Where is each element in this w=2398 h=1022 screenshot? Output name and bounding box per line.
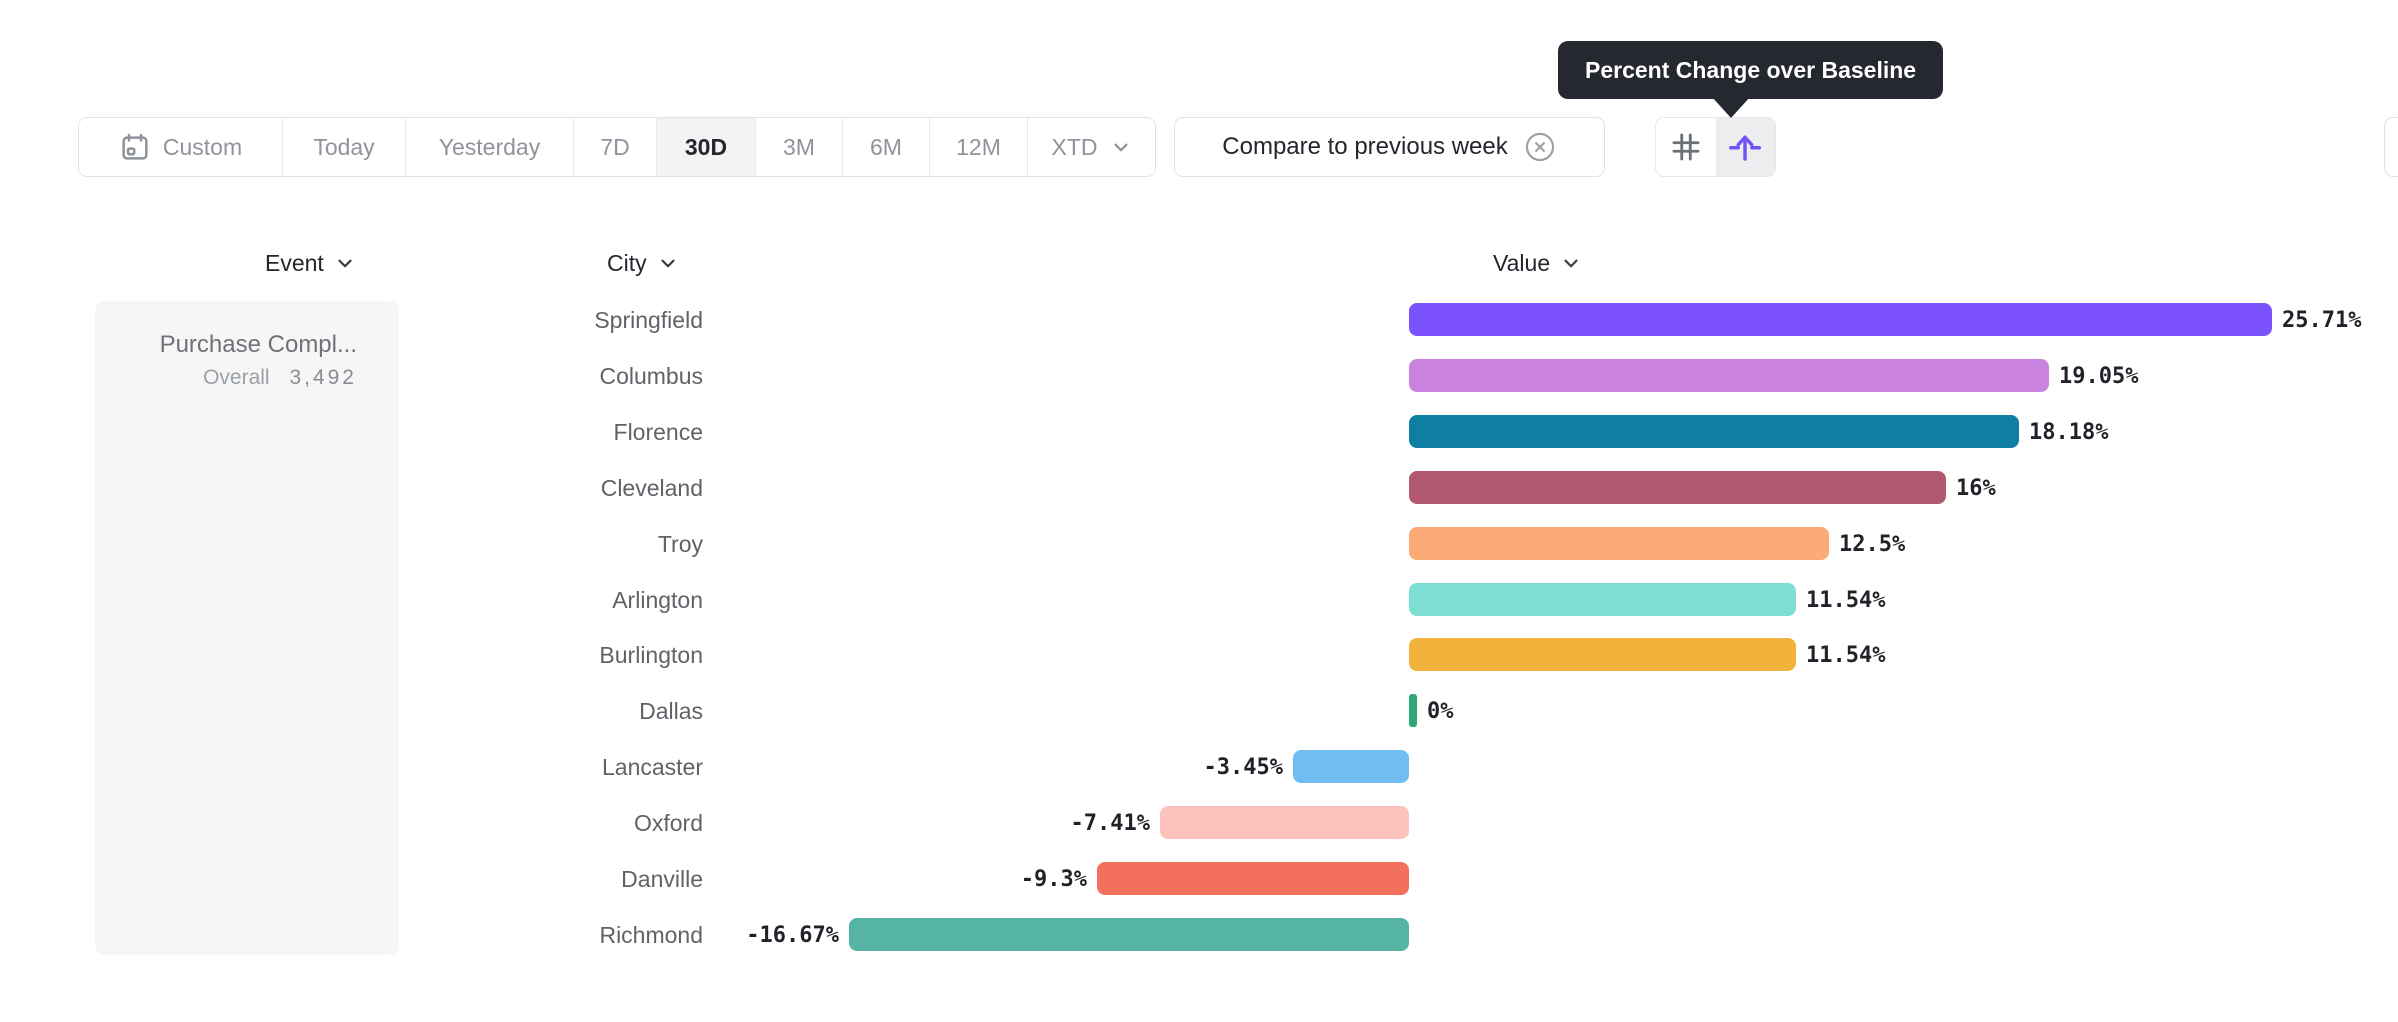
bar-value-label: -9.3% [1020,866,1087,892]
city-label: Florence [613,418,703,445]
column-header-city-label: City [607,249,647,276]
bar-value-label: 11.54% [1806,587,1886,613]
cutoff-button[interactable] [2384,117,2398,177]
chart-row-arlington: Arlington 11.54% [0,572,2398,628]
date-range-label: Today [313,133,375,160]
bar-columbus[interactable] [1409,359,2049,392]
chart-row-dallas: Dallas 0% [0,683,2398,739]
date-range-6m[interactable]: 6M [843,118,930,176]
column-header-value[interactable]: Value [1493,246,1582,280]
date-range-label: 3M [783,133,815,160]
chevron-down-icon [1564,259,1578,268]
date-range-label: Custom [162,133,243,160]
bar-burlington[interactable] [1409,638,1796,671]
city-label: Cleveland [600,474,703,501]
bar-cleveland[interactable] [1409,471,1946,504]
overall-value: 3,492 [289,366,357,389]
date-range-today[interactable]: Today [283,118,406,176]
bar-springfield[interactable] [1409,303,2272,336]
bar-value-label: 0% [1427,698,1454,724]
calendar-icon [119,131,151,163]
chart-row-cleveland: Cleveland 16% [0,460,2398,516]
city-label: Arlington [612,586,703,613]
date-range-label: XTD [1051,133,1098,160]
compare-label: Compare to previous week [1222,133,1508,160]
dismiss-compare-icon[interactable] [1523,130,1557,164]
grid-toggle-button[interactable] [1656,118,1716,176]
bar-danville[interactable] [1097,862,1409,895]
tooltip: Percent Change over Baseline [1558,41,1944,99]
date-range-3m[interactable]: 3M [756,118,843,176]
compare-button[interactable]: Compare to previous week [1174,117,1605,177]
chart-row-danville: Danville -9.3% [0,851,2398,907]
overall-label: Overall [203,366,270,389]
city-label: Dallas [639,697,703,724]
baseline-arrow-icon [1727,129,1763,165]
date-range-custom[interactable]: Custom [79,118,283,176]
chart-row-springfield: Springfield 25.71% [0,292,2398,348]
city-label: Richmond [599,921,703,948]
event-title: Purchase Compl... [159,331,357,358]
date-range-label: 30D [684,133,728,160]
chart-row-lancaster: Lancaster -3.45% [0,739,2398,795]
bar-arlington[interactable] [1409,583,1796,616]
date-range-7d[interactable]: 7D [574,118,657,176]
chart-row-florence: Florence 18.18% [0,404,2398,460]
city-label: Springfield [594,306,703,333]
date-range-label: 12M [956,133,1001,160]
event-card[interactable]: Purchase Compl... Overall 3,492 [95,301,399,955]
bar-value-label: 25.71% [2282,307,2362,333]
bar-value-label: 12.5% [1839,531,1906,557]
column-header-event[interactable]: Event [265,246,356,280]
bar-value-label: 11.54% [1806,642,1886,668]
date-range-label: Yesterday [438,133,541,160]
date-range-control: Custom Today Yesterday 7D 30D 3M 6M 12M XTD [78,117,1156,177]
date-range-12m[interactable]: 12M [930,118,1028,176]
date-range-30d[interactable]: 30D [657,118,756,176]
bar-value-label: 16% [1956,475,1996,501]
city-label: Burlington [599,641,703,668]
date-range-yesterday[interactable]: Yesterday [406,118,574,176]
bar-value-label: 18.18% [2029,419,2109,445]
grid-icon [1669,130,1703,164]
city-label: Lancaster [601,753,703,780]
chart-row-oxford: Oxford -7.41% [0,795,2398,851]
bar-value-label: -3.45% [1203,754,1283,780]
city-label: Troy [657,530,703,557]
bar-value-label: 19.05% [2059,363,2139,389]
city-label: Columbus [599,362,703,389]
column-header-value-label: Value [1493,249,1551,276]
event-overall: Overall 3,492 [115,366,357,390]
bar-value-label: -7.41% [1070,810,1150,836]
city-label: Danville [621,865,703,892]
view-toggle-group [1655,117,1776,177]
bar-value-label: -16.67% [746,922,839,948]
bar-richmond[interactable] [849,918,1409,951]
chevron-down-icon [661,259,675,268]
column-header-city[interactable]: City [607,246,679,280]
chart-row-columbus: Columbus 19.05% [0,348,2398,404]
chevron-down-icon [1110,136,1132,158]
chart-row-richmond: Richmond -16.67% [0,907,2398,963]
tooltip-caret [1712,97,1750,118]
bar-florence[interactable] [1409,415,2019,448]
date-range-label: 6M [870,133,902,160]
chart-row-burlington: Burlington 11.54% [0,627,2398,683]
column-header-event-label: Event [265,249,324,276]
bar-oxford[interactable] [1160,806,1409,839]
date-range-xtd[interactable]: XTD [1028,118,1155,176]
city-label: Oxford [633,809,703,836]
tooltip-text: Percent Change over Baseline [1585,56,1917,83]
toolbar: Custom Today Yesterday 7D 30D 3M 6M 12M XTD Comp… [0,117,2398,177]
chart-row-troy: Troy 12.5% [0,516,2398,572]
bar-dallas[interactable] [1409,694,1417,727]
bar-troy[interactable] [1409,527,1829,560]
baseline-arrow-toggle-button[interactable] [1715,118,1775,176]
date-range-label: 7D [600,133,630,160]
chevron-down-icon [338,259,352,268]
bar-lancaster[interactable] [1293,750,1409,783]
